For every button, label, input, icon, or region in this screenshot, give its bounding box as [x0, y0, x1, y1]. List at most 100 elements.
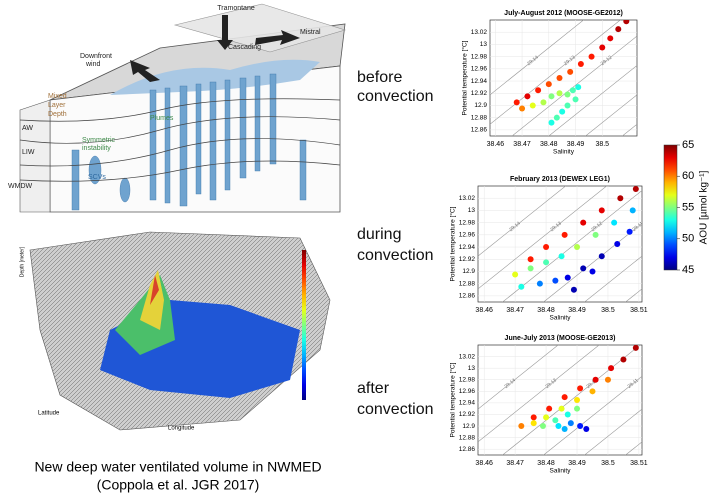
data-point [552, 417, 559, 424]
data-point [620, 356, 627, 363]
y-axis-label: Potential temperature [°C] [449, 206, 457, 281]
data-point [574, 244, 581, 251]
y-tick-label: 12.86 [459, 446, 476, 453]
data-point [545, 81, 552, 88]
y-tick-label: 12.88 [459, 434, 476, 441]
diagram-label: SCVs [88, 174, 106, 181]
colorbar-tick-label: 65 [682, 139, 694, 151]
y-tick-label: 12.96 [459, 232, 476, 239]
atmosphere-plane [173, 3, 347, 53]
diagram-label: Tramontane [217, 5, 255, 12]
data-point [589, 388, 596, 395]
data-point [614, 241, 621, 247]
isopycnal [478, 186, 567, 257]
diagram-label: Mixed [48, 93, 67, 100]
isopycnal [585, 94, 637, 136]
x-tick-label: 38.46 [475, 307, 493, 314]
data-point [564, 411, 571, 418]
data-point [529, 102, 536, 109]
y-tick-label: 12.9 [462, 423, 475, 430]
data-point [519, 105, 526, 112]
chart-title: February 2013 (DEWEX LEG1) [510, 176, 610, 183]
data-point [577, 60, 584, 67]
y-tick-label: 13.02 [471, 29, 488, 36]
data-point [558, 405, 565, 412]
y-tick-label: 12.92 [471, 90, 488, 97]
data-point [564, 91, 571, 98]
data-point [574, 397, 581, 403]
data-point [592, 376, 599, 383]
layer-lines [19, 98, 341, 182]
diagram-label: Depth [48, 111, 67, 118]
points [518, 345, 639, 432]
data-point [575, 84, 582, 91]
colorbar [663, 144, 678, 271]
isopycnal [511, 35, 637, 136]
data-point [548, 119, 555, 126]
y-tick-label: 12.92 [459, 256, 476, 263]
y-tick-label: 12.9 [462, 268, 475, 275]
diagram-label: Mistral [300, 29, 321, 36]
mixed-patch [110, 59, 320, 95]
x-tick-label: 38.47 [506, 460, 524, 467]
data-point [583, 425, 590, 432]
x-tick-label: 38.5 [601, 307, 615, 314]
colorbar-tick-label: 60 [682, 170, 694, 182]
plot-area [477, 344, 643, 456]
data-point [543, 259, 550, 266]
colorbar-tick-label: 45 [682, 264, 694, 276]
stage-label: convection [357, 88, 434, 105]
y-tick-label: 12.94 [459, 400, 476, 407]
chart-title: July-August 2012 (MOOSE-GE2012) [504, 10, 623, 17]
isopycnal [478, 345, 600, 443]
y-tick-label: 13.02 [459, 195, 476, 202]
data-point [629, 207, 636, 214]
y-axis-label: Potential temperature [°C] [449, 362, 457, 437]
caption: (Coppola et al. JGR 2017) [97, 477, 260, 493]
x-tick-label: 38.5 [595, 141, 609, 148]
data-point [558, 253, 565, 260]
data-point [607, 35, 614, 42]
data-point [540, 99, 547, 106]
data-point [552, 277, 559, 284]
diagram-label: Downfront [80, 53, 112, 60]
data-point [548, 93, 555, 100]
plot-area [489, 19, 638, 137]
diagram-label: AW [22, 125, 33, 132]
data-point [598, 253, 605, 260]
stage-label: convection [357, 247, 434, 264]
x-tick-label: 38.51 [630, 307, 648, 314]
data-point [527, 256, 534, 263]
data-point [569, 87, 576, 94]
isopycnal [584, 255, 642, 302]
x-tick-label: 38.49 [567, 141, 585, 148]
data-point [615, 26, 622, 33]
colorbar-tick-label: 55 [682, 201, 694, 213]
y-tick-label: 12.88 [459, 280, 476, 287]
y-tick-label: 12.94 [459, 244, 476, 251]
y-tick-label: 12.96 [459, 388, 476, 395]
x-tick-label: 38.47 [506, 307, 524, 314]
data-point [546, 405, 553, 412]
data-point [530, 414, 537, 421]
data-point [604, 376, 611, 383]
y-tick-label: 12.9 [474, 102, 487, 109]
data-point [524, 93, 531, 100]
bathymetry-figure [29, 231, 331, 431]
diagram-label: WMDW [8, 183, 32, 190]
isopycnal [490, 20, 621, 125]
data-point [553, 114, 560, 121]
isopycnal-label: 29.1 [668, 378, 680, 389]
stage-label: after [357, 380, 390, 397]
data-point [555, 423, 562, 430]
data-point [598, 207, 605, 214]
y-tick-label: 12.98 [459, 219, 476, 226]
data-point [561, 231, 568, 238]
data-point [580, 265, 587, 272]
data-point [588, 53, 595, 60]
diagram-label: Layer [48, 102, 66, 109]
stage-label: during [357, 226, 401, 243]
isopycnal [490, 20, 585, 96]
diagram-label: Cascading [228, 44, 261, 51]
